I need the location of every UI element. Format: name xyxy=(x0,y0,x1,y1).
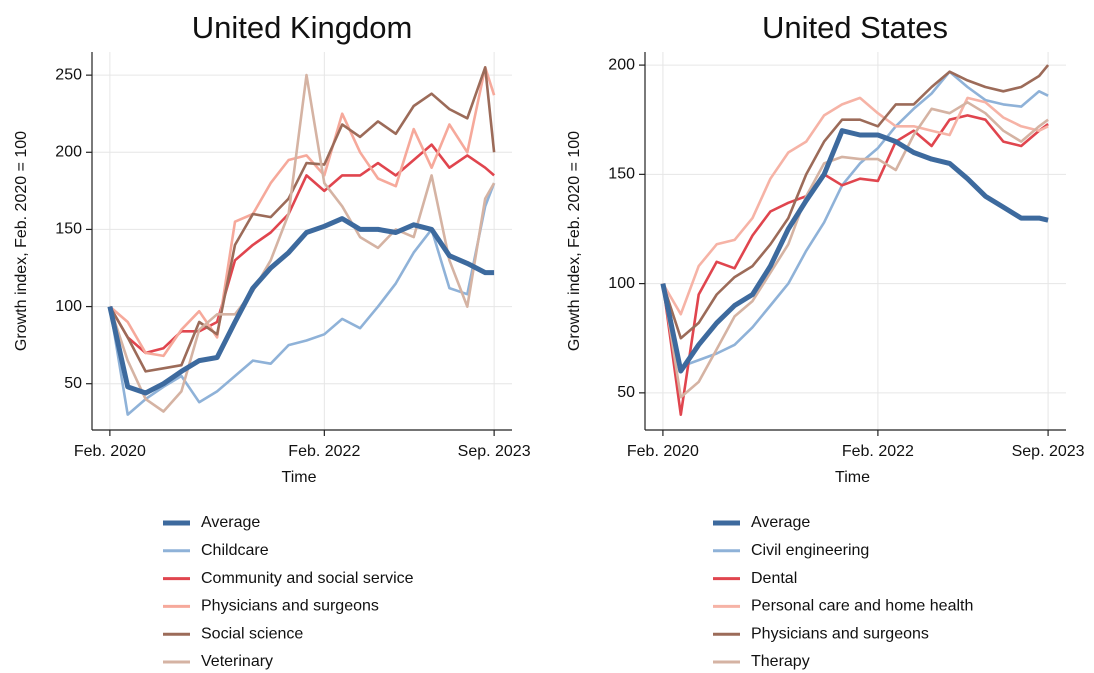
legend-label: Dental xyxy=(751,570,797,587)
y-tick-label: 50 xyxy=(617,384,635,401)
series-line xyxy=(108,73,496,413)
y-tick-label: 150 xyxy=(55,221,82,238)
series-line xyxy=(661,101,1049,399)
y-tick-label: 50 xyxy=(64,375,82,392)
chart-title: United States xyxy=(762,10,948,45)
series-line xyxy=(660,128,1049,374)
x-tick-label: Feb. 2020 xyxy=(74,443,146,460)
chart-title: United Kingdom xyxy=(192,10,413,45)
y-tick-label: 100 xyxy=(608,275,635,292)
y-tick-label: 250 xyxy=(55,66,82,83)
x-tick-label: Feb. 2022 xyxy=(842,443,914,460)
legend-label: Social science xyxy=(201,625,303,642)
x-axis-label: Time xyxy=(282,469,317,486)
legend-label: Personal care and home health xyxy=(751,598,973,615)
y-axis-label: Growth index, Feb. 2020 = 100 xyxy=(566,131,583,351)
y-tick-label: 150 xyxy=(608,166,635,183)
legend-label: Community and social service xyxy=(201,570,414,587)
legend-label: Physicians and surgeons xyxy=(751,625,929,642)
series-line xyxy=(108,66,496,373)
legend-label: Average xyxy=(751,514,810,531)
y-tick-label: 200 xyxy=(608,56,635,73)
series-line xyxy=(661,114,1049,416)
legend-label: Veterinary xyxy=(201,653,273,670)
series-line xyxy=(109,66,496,358)
x-tick-label: Sep. 2023 xyxy=(1012,443,1085,460)
x-tick-label: Feb. 2022 xyxy=(288,443,360,460)
legend-label: Civil engineering xyxy=(751,542,869,559)
series-line xyxy=(661,64,1050,340)
series-line xyxy=(107,216,495,396)
legend-label: Physicians and surgeons xyxy=(201,598,379,615)
legend-label: Therapy xyxy=(751,653,810,670)
y-axis-label: Growth index, Feb. 2020 = 100 xyxy=(13,131,30,351)
y-tick-label: 100 xyxy=(55,298,82,315)
x-axis-label: Time xyxy=(835,469,870,486)
y-tick-label: 200 xyxy=(55,144,82,161)
legend-label: Childcare xyxy=(201,542,269,559)
series-line xyxy=(661,96,1049,316)
series-line xyxy=(108,182,496,416)
legend-label: Average xyxy=(201,514,260,531)
series-line xyxy=(661,70,1049,368)
x-tick-label: Feb. 2020 xyxy=(627,443,699,460)
x-tick-label: Sep. 2023 xyxy=(458,443,531,460)
